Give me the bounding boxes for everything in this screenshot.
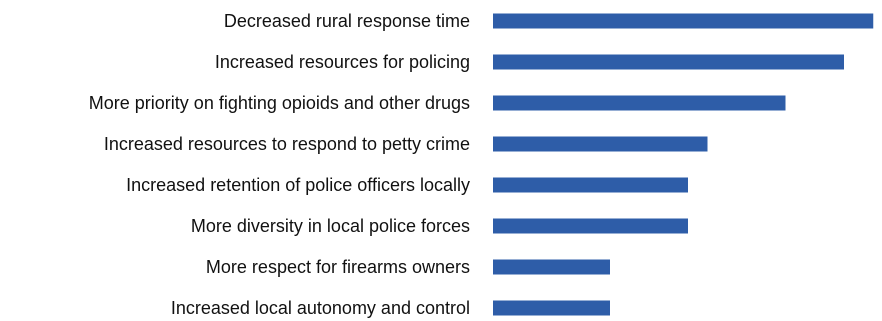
- category-label: Increased retention of police officers l…: [126, 175, 470, 195]
- bar: [493, 136, 708, 152]
- bar: [493, 177, 688, 193]
- category-label: More priority on fighting opioids and ot…: [89, 93, 470, 113]
- bars: [493, 13, 874, 316]
- bar: [493, 300, 610, 316]
- category-label: More diversity in local police forces: [191, 216, 470, 236]
- bar: [493, 259, 610, 275]
- category-label: Decreased rural response time: [224, 11, 470, 31]
- category-label: Increased local autonomy and control: [171, 298, 470, 318]
- bar: [493, 95, 786, 111]
- category-label: Increased resources to respond to petty …: [104, 134, 470, 154]
- bar: [493, 13, 874, 29]
- category-label: Increased resources for policing: [215, 52, 470, 72]
- bar: [493, 218, 688, 234]
- category-labels: Decreased rural response time Increased r…: [89, 11, 470, 318]
- bar: [493, 54, 844, 70]
- category-label: More respect for firearms owners: [206, 257, 470, 277]
